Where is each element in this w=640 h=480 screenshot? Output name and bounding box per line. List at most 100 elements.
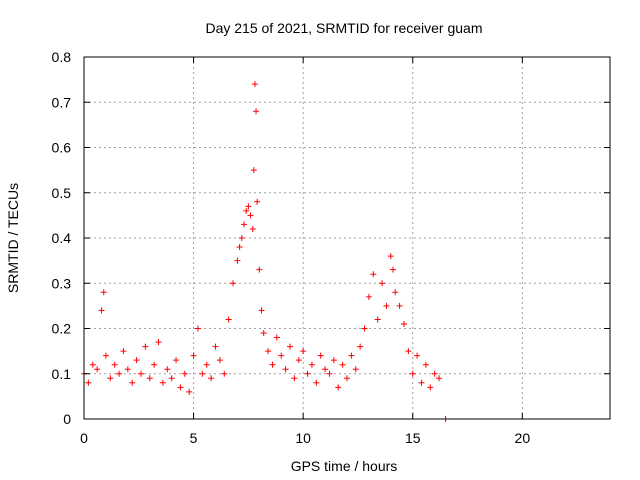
data-point <box>238 235 245 241</box>
data-point <box>352 366 359 373</box>
plot-frame <box>83 56 611 420</box>
data-point <box>291 375 298 382</box>
data-point <box>245 203 252 210</box>
data-point <box>400 320 407 327</box>
data-point <box>418 379 425 386</box>
data-point <box>146 375 153 382</box>
x-tick-label: 10 <box>295 430 311 446</box>
data-point <box>129 379 136 386</box>
x-axis-label: GPS time / hours <box>291 458 398 474</box>
data-point <box>225 316 232 323</box>
data-point <box>164 366 171 373</box>
data-point <box>199 370 206 377</box>
data-point <box>383 302 390 309</box>
data-point <box>436 375 443 382</box>
data-point <box>330 357 337 364</box>
data-point <box>339 361 346 368</box>
data-point <box>317 352 324 359</box>
data-point <box>379 280 386 287</box>
data-point <box>151 361 158 368</box>
grid <box>84 57 610 419</box>
data-point <box>258 307 265 314</box>
y-tick-label: 0.2 <box>52 321 72 337</box>
data-point <box>295 357 302 364</box>
data-point <box>260 330 267 337</box>
data-point <box>212 343 219 350</box>
data-point <box>94 366 101 373</box>
data-point <box>107 375 114 382</box>
data-point <box>414 352 421 359</box>
data-point <box>308 361 315 368</box>
data-point <box>124 366 131 373</box>
data-point <box>243 207 250 214</box>
data-point <box>155 339 162 346</box>
data-point <box>168 375 175 382</box>
data-point <box>221 370 228 377</box>
x-tick-label: 0 <box>80 430 88 446</box>
data-point <box>137 370 144 377</box>
y-tick-label: 0.7 <box>52 94 72 110</box>
data-point <box>89 361 96 368</box>
data-point <box>422 361 429 368</box>
data-point <box>278 352 285 359</box>
data-point <box>254 198 261 205</box>
data-point <box>365 293 372 300</box>
data-point <box>326 370 333 377</box>
data-point <box>431 370 438 377</box>
y-axis-label: SRMTID / TECUs <box>5 183 21 293</box>
data-point <box>265 348 272 355</box>
data-point <box>249 225 256 232</box>
data-point <box>159 379 166 386</box>
x-tick-label: 5 <box>190 430 198 446</box>
data-point <box>304 370 311 377</box>
data-point <box>116 370 123 377</box>
data-point <box>370 271 377 278</box>
data-point <box>251 81 258 88</box>
data-point <box>396 302 403 309</box>
data-point <box>348 352 355 359</box>
data-point <box>173 357 180 364</box>
y-tick-label: 0.4 <box>52 230 72 246</box>
data-point <box>273 334 280 341</box>
data-point <box>100 289 107 296</box>
data-point <box>344 375 350 382</box>
y-tick-label: 0.6 <box>52 140 72 156</box>
data-point <box>357 343 364 350</box>
data-point <box>322 366 329 373</box>
data-point <box>390 266 397 273</box>
data-point <box>85 379 92 386</box>
chart-title: Day 215 of 2021, SRMTID for receiver gua… <box>205 20 482 36</box>
x-tick-label: 15 <box>405 430 421 446</box>
data-point <box>142 343 149 350</box>
data-point <box>427 384 434 391</box>
data-point <box>111 361 118 368</box>
data-point <box>250 167 257 174</box>
data-point <box>374 316 381 323</box>
data-point <box>253 108 260 115</box>
data-point <box>300 348 307 355</box>
data-point <box>203 361 210 368</box>
data-point <box>230 280 237 287</box>
data-point <box>335 384 342 391</box>
y-tick-label: 0.5 <box>52 185 72 201</box>
x-tick-label: 20 <box>515 430 531 446</box>
data-point <box>387 253 394 260</box>
data-point <box>186 388 193 395</box>
data-point <box>190 352 197 359</box>
data-point <box>177 384 184 391</box>
data-point <box>361 325 368 332</box>
data-point <box>181 370 188 377</box>
data-point <box>236 244 243 251</box>
data-series <box>81 81 449 422</box>
data-point <box>216 357 223 364</box>
data-point <box>392 289 399 296</box>
data-point <box>282 366 289 373</box>
data-point <box>120 348 127 355</box>
data-point <box>313 379 320 386</box>
data-point <box>247 212 254 219</box>
y-tick-label: 0 <box>63 411 71 427</box>
tick-labels: 0 0.1 0.2 0.3 0.4 0.5 0.6 0.7 0.8 0 5 10 15 20 <box>52 49 531 446</box>
data-point <box>98 307 105 314</box>
data-point <box>234 257 241 264</box>
